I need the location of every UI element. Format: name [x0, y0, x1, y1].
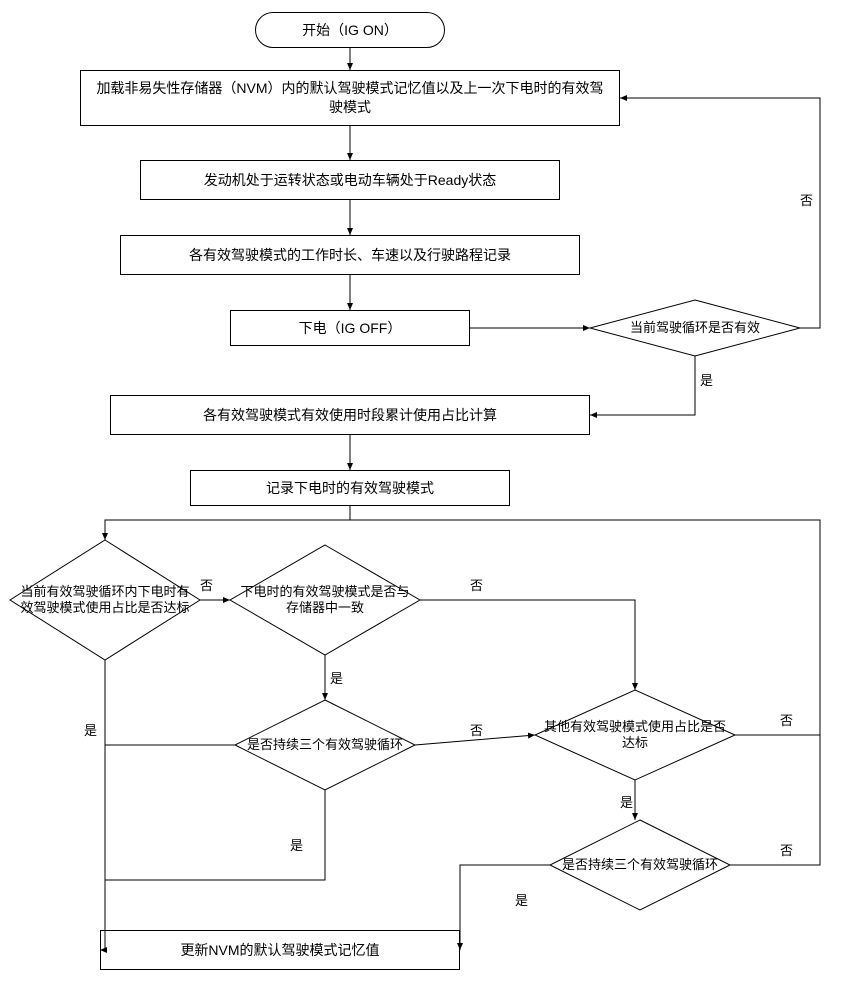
igoff-text: 下电（IG OFF） [299, 319, 402, 338]
calc-text: 各有效驾驶模式有效使用时段累计使用占比计算 [203, 406, 497, 425]
decision-ratio-text: 当前有效驾驶循环内下电时有效驾驶模式使用占比是否达标 [10, 540, 200, 660]
record-node: 各有效驾驶模式的工作时长、车速以及行驶路程记录 [120, 235, 580, 275]
start-text: 开始（IG ON） [302, 21, 398, 40]
calc-node: 各有效驾驶模式有效使用时段累计使用占比计算 [110, 395, 590, 435]
edge-label: 是 [515, 890, 528, 909]
load-node: 加载非易失性存储器（NVM）内的默认驾驶模式记忆值以及上一次下电时的有效驾驶模式 [80, 70, 620, 126]
start-node: 开始（IG ON） [255, 12, 445, 48]
edge-label: 是 [700, 370, 713, 389]
decision-three2: 是否持续三个有效驾驶循环 [550, 820, 730, 910]
decision-cycle-valid: 当前驾驶循环是否有效 [590, 300, 800, 356]
edge-label: 是 [330, 668, 343, 687]
edge-label: 否 [200, 575, 213, 594]
update-text: 更新NVM的默认驾驶模式记忆值 [180, 941, 379, 960]
decision-cycle-valid-text: 当前驾驶循环是否有效 [590, 300, 800, 356]
decision-same: 下电时的有效驾驶模式是否与存储器中一致 [230, 545, 420, 655]
edge-label: 否 [470, 720, 483, 739]
engine-node: 发动机处于运转状态或电动车辆处于Ready状态 [140, 160, 560, 200]
decision-ratio: 当前有效驾驶循环内下电时有效驾驶模式使用占比是否达标 [10, 540, 200, 660]
edge-label: 否 [800, 190, 813, 209]
update-node: 更新NVM的默认驾驶模式记忆值 [100, 930, 460, 970]
edge-label: 是 [290, 835, 303, 854]
edge-label: 否 [780, 710, 793, 729]
edge-label: 否 [780, 840, 793, 859]
edge-label: 否 [470, 575, 483, 594]
edge-label: 是 [84, 720, 97, 739]
decision-three: 是否持续三个有效驾驶循环 [235, 700, 415, 790]
engine-text: 发动机处于运转状态或电动车辆处于Ready状态 [204, 171, 496, 190]
recoff-node: 记录下电时的有效驾驶模式 [190, 470, 510, 506]
decision-other-text: 其他有效驾驶模式使用占比是否达标 [535, 690, 735, 780]
recoff-text: 记录下电时的有效驾驶模式 [266, 479, 434, 498]
decision-three2-text: 是否持续三个有效驾驶循环 [550, 820, 730, 910]
edge-label: 是 [620, 792, 633, 811]
decision-three-text: 是否持续三个有效驾驶循环 [235, 700, 415, 790]
igoff-node: 下电（IG OFF） [230, 310, 470, 346]
decision-same-text: 下电时的有效驾驶模式是否与存储器中一致 [230, 545, 420, 655]
decision-other: 其他有效驾驶模式使用占比是否达标 [535, 690, 735, 780]
record-text: 各有效驾驶模式的工作时长、车速以及行驶路程记录 [189, 246, 511, 265]
load-text: 加载非易失性存储器（NVM）内的默认驾驶模式记忆值以及上一次下电时的有效驾驶模式 [91, 79, 609, 117]
